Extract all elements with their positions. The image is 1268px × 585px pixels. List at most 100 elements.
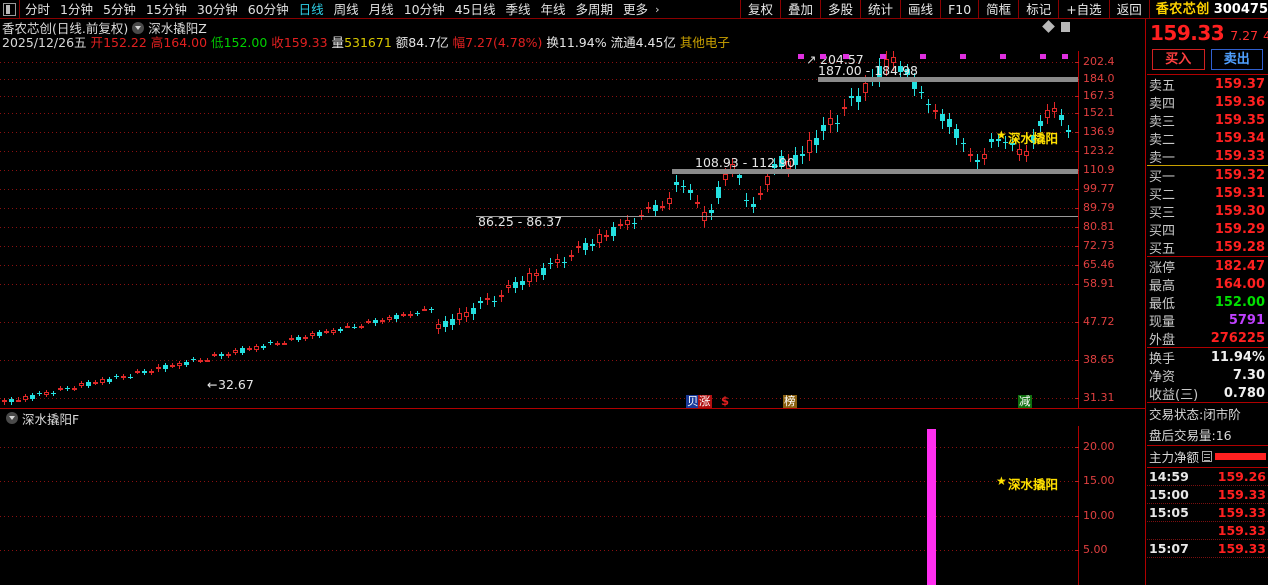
period-tab-7[interactable]: 周线 xyxy=(333,1,359,17)
stat-row[interactable]: 最高 164.00 xyxy=(1147,275,1268,294)
toolbar-button-7[interactable]: 标记 xyxy=(1019,0,1060,19)
stat-row[interactable]: 外盘 276225 xyxy=(1147,329,1268,348)
period-tab-10[interactable]: 45日线 xyxy=(454,1,496,17)
time-and-sales-list[interactable]: 14:59 159.26 15:00 159.33 15:05 159.33 159.33 1… xyxy=(1147,468,1268,558)
chart-badge-rise[interactable]: 涨 xyxy=(698,394,712,408)
bid-level-row[interactable]: 买一 159.32 xyxy=(1147,166,1268,185)
sub-indicator-chart[interactable]: 深水撬阳F ★ 深水撬阳 20.00 15.00 10.00 5.00 xyxy=(0,410,1146,585)
period-tab-2[interactable]: 5分钟 xyxy=(102,1,136,17)
ask-level-row[interactable]: 卖一 159.33 xyxy=(1147,147,1268,166)
ask-level-row[interactable]: 卖五 159.37 xyxy=(1147,75,1268,94)
period-tab-14[interactable]: 更多 xyxy=(623,1,649,17)
period-tab-6[interactable]: 日线 xyxy=(298,1,324,17)
bars-icon[interactable] xyxy=(1061,22,1070,32)
chart-badge-2[interactable]: 榜 xyxy=(783,394,797,408)
tick-row[interactable]: 14:59 159.26 xyxy=(1147,468,1268,486)
candlestick xyxy=(583,51,588,408)
float-value: 4.45亿 xyxy=(635,35,676,50)
more-arrow-icon[interactable]: › xyxy=(655,2,660,16)
toolbar-button-2[interactable]: 多股 xyxy=(821,0,862,19)
period-tab-13[interactable]: 多周期 xyxy=(575,1,614,17)
candlestick xyxy=(716,51,721,408)
candlestick xyxy=(9,51,14,408)
candlestick xyxy=(37,51,42,408)
period-tab-0[interactable]: 分时 xyxy=(25,1,51,17)
stat-row[interactable]: 涨停 182.47 xyxy=(1147,257,1268,276)
chart-badge-3[interactable]: 减 xyxy=(1018,394,1032,408)
toolbar-button-8[interactable]: +自选 xyxy=(1059,0,1110,19)
bid-level-row[interactable]: 买四 159.29 xyxy=(1147,220,1268,239)
subchart-indicator-name[interactable]: 深水撬阳F xyxy=(22,411,80,427)
main-net-row[interactable]: 主力净额 xyxy=(1147,446,1268,467)
tick-row[interactable]: 159.33 xyxy=(1147,522,1268,540)
bid-level-row[interactable]: 买五 159.28 xyxy=(1147,238,1268,257)
sell-button[interactable]: 卖出 xyxy=(1210,49,1263,70)
bid-level-row[interactable]: 买二 159.31 xyxy=(1147,184,1268,203)
candlestick xyxy=(695,51,700,408)
stat-row[interactable]: 收益(三) 0.780 xyxy=(1147,384,1268,403)
stat-label: 收益(三) xyxy=(1149,387,1199,403)
candlestick xyxy=(576,51,581,408)
diamond-icon[interactable] xyxy=(1042,20,1055,33)
main-price-chart[interactable]: 香农芯创(日线.前复权) 深水撬阳Z 2025/12/26五 开152.22 高… xyxy=(0,19,1146,409)
stat-value: 7.30 xyxy=(1232,367,1265,383)
ask-level-row[interactable]: 卖二 159.34 xyxy=(1147,129,1268,148)
period-tab-11[interactable]: 季线 xyxy=(505,1,531,17)
candlestick xyxy=(611,51,616,408)
candlestick xyxy=(786,51,791,408)
period-tab-1[interactable]: 1分钟 xyxy=(60,1,93,17)
layout-toggle-icon[interactable] xyxy=(3,2,16,16)
tick-time: 15:00 xyxy=(1149,487,1189,502)
bid-level-value: 159.32 xyxy=(1214,167,1265,183)
candlestick xyxy=(744,51,749,408)
candlestick xyxy=(471,51,476,408)
chart-badge-1[interactable]: $ xyxy=(721,394,730,408)
stat-label: 外盘 xyxy=(1149,332,1176,348)
period-tab-9[interactable]: 10分钟 xyxy=(403,1,445,17)
tick-row[interactable]: 15:00 159.33 xyxy=(1147,486,1268,504)
bid-level-row[interactable]: 买三 159.30 xyxy=(1147,202,1268,221)
chevron-down-icon-sub[interactable] xyxy=(6,412,18,424)
stat-row[interactable]: 换手 11.94% xyxy=(1147,348,1268,367)
ask-level-row[interactable]: 卖三 159.35 xyxy=(1147,111,1268,130)
signal-dot xyxy=(1000,54,1006,59)
annotation-peak: 204.57 xyxy=(820,51,864,67)
tick-time: 14:59 xyxy=(1149,469,1189,484)
info-weekday: 五 xyxy=(74,35,87,50)
toolbar-button-6[interactable]: 简框 xyxy=(979,0,1020,19)
period-tab-4[interactable]: 30分钟 xyxy=(196,1,238,17)
sub-plot-canvas[interactable]: ★ 深水撬阳 xyxy=(0,426,1078,585)
period-tab-3[interactable]: 15分钟 xyxy=(145,1,187,17)
toolbar-button-4[interactable]: 画线 xyxy=(901,0,942,19)
list-icon[interactable] xyxy=(1202,451,1213,462)
toolbar-button-5[interactable]: F10 xyxy=(941,0,980,19)
tick-row[interactable]: 15:05 159.33 xyxy=(1147,504,1268,522)
stat-row[interactable]: 净资 7.30 xyxy=(1147,366,1268,385)
toolbar-button-9[interactable]: 返回 xyxy=(1110,0,1150,19)
toolbar-button-1[interactable]: 叠加 xyxy=(781,0,822,19)
stat-row[interactable]: 现量 5791 xyxy=(1147,311,1268,330)
ask-level-value: 159.35 xyxy=(1214,112,1265,128)
period-tab-12[interactable]: 年线 xyxy=(540,1,566,17)
main-plot-canvas[interactable]: 204.57 187.00 - 184.98 108.93 - 112.90 86.2… xyxy=(0,51,1078,408)
chevron-down-icon[interactable] xyxy=(132,21,145,34)
buy-button[interactable]: 买入 xyxy=(1152,49,1205,70)
toolbar-button-0[interactable]: 复权 xyxy=(739,0,781,19)
candlestick xyxy=(667,51,672,408)
open-label: 开 xyxy=(90,35,104,50)
gridline xyxy=(0,189,1078,190)
chart-area: 香农芯创(日线.前复权) 深水撬阳Z 2025/12/26五 开152.22 高… xyxy=(0,19,1146,585)
gridline xyxy=(0,79,1078,80)
tick-price: 159.33 xyxy=(1217,541,1266,556)
candlestick xyxy=(303,51,308,408)
tick-row[interactable]: 15:07 159.33 xyxy=(1147,540,1268,558)
indicator-name[interactable]: 深水撬阳Z xyxy=(148,21,207,36)
ask-level-row[interactable]: 卖四 159.36 xyxy=(1147,93,1268,112)
price-tick-mark xyxy=(1075,265,1079,266)
period-tab-5[interactable]: 60分钟 xyxy=(247,1,289,17)
period-tab-8[interactable]: 月线 xyxy=(368,1,394,17)
toolbar-button-3[interactable]: 统计 xyxy=(861,0,902,19)
candlestick xyxy=(828,51,833,408)
candlestick xyxy=(758,51,763,408)
stat-row[interactable]: 最低 152.00 xyxy=(1147,293,1268,312)
